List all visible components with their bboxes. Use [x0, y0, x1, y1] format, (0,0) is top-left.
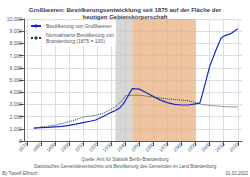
svg-text:1930: 1930	[101, 141, 113, 153]
svg-text:1970: 1970	[157, 141, 169, 153]
svg-text:heutigen Gebietskörperschaft: heutigen Gebietskörperschaft	[82, 14, 167, 20]
svg-text:1.000: 1.000	[9, 126, 22, 132]
svg-text:Großbeeren: Bevölkerungsentwic: Großbeeren: Bevölkerungsentwicklung seit…	[29, 7, 222, 13]
svg-text:1990: 1990	[186, 141, 198, 153]
svg-text:1870: 1870	[17, 141, 29, 153]
svg-text:Quelle: Amt für Statistik Berl: Quelle: Amt für Statistik Berlin-Branden…	[81, 157, 169, 162]
svg-text:5.000: 5.000	[9, 77, 22, 83]
svg-text:2000: 2000	[200, 141, 212, 153]
svg-text:By Twoelf Elfrisch: By Twoelf Elfrisch	[2, 171, 38, 176]
svg-text:2010: 2010	[214, 141, 226, 153]
svg-text:1910: 1910	[73, 141, 85, 153]
svg-text:1900: 1900	[59, 141, 71, 153]
svg-text:1890: 1890	[45, 141, 57, 153]
svg-text:Bevölkerung von Großbeeren: Bevölkerung von Großbeeren	[46, 23, 112, 29]
svg-text:1920: 1920	[87, 141, 99, 153]
svg-text:2020: 2020	[228, 141, 240, 153]
svg-text:4.000: 4.000	[9, 89, 22, 95]
svg-text:10.000: 10.000	[7, 16, 23, 22]
svg-text:7.000: 7.000	[9, 53, 22, 59]
svg-text:1980: 1980	[172, 141, 184, 153]
svg-text:1950: 1950	[129, 141, 141, 153]
svg-text:Statistisches Gemeindeverzeich: Statistisches Gemeindeverzeichnis und Be…	[34, 164, 217, 169]
svg-text:6.000: 6.000	[9, 65, 22, 71]
svg-text:Normalisierte Bevölkerung von: Normalisierte Bevölkerung von	[46, 32, 115, 38]
svg-text:2.000: 2.000	[9, 114, 22, 120]
svg-text:3.000: 3.000	[9, 101, 22, 107]
svg-text:8.000: 8.000	[9, 40, 22, 46]
svg-text:1940: 1940	[115, 141, 127, 153]
svg-text:1960: 1960	[143, 141, 155, 153]
svg-text:9.000: 9.000	[9, 28, 22, 34]
svg-text:Brandenburg (1875 = 100): Brandenburg (1875 = 100)	[46, 38, 105, 44]
svg-text:1880: 1880	[31, 141, 43, 153]
svg-text:01.01.2022: 01.01.2022	[225, 171, 248, 176]
